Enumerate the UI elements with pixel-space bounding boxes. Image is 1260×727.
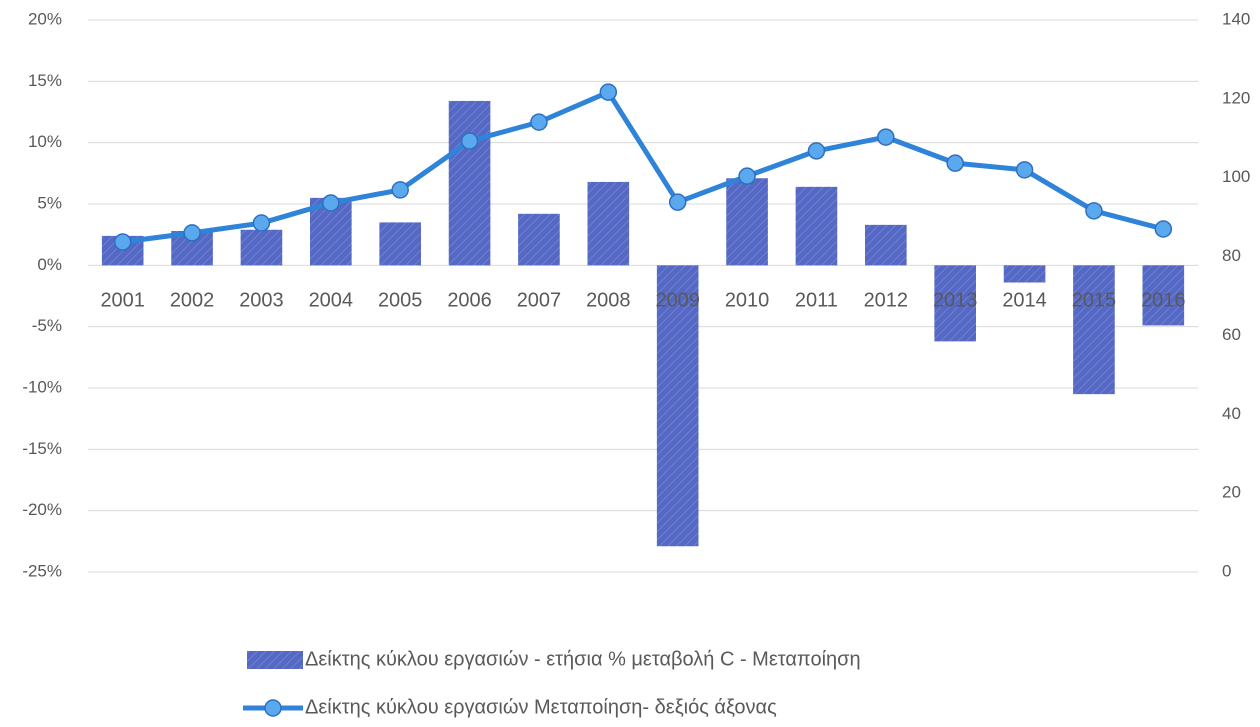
- y2-tick-label: 80: [1222, 246, 1241, 265]
- y-tick-label: -25%: [22, 561, 62, 580]
- y-tick-label: 0%: [37, 255, 62, 274]
- marker: [807, 142, 826, 160]
- marker: [877, 128, 895, 146]
- marker: [1154, 220, 1173, 238]
- x-tick-label: 2015: [1072, 290, 1117, 312]
- y-tick-label: 5%: [37, 193, 62, 212]
- y2-tick-label: 140: [1222, 9, 1250, 28]
- x-tick-label: 2007: [517, 290, 562, 312]
- bar: [448, 100, 491, 266]
- bar: [934, 265, 976, 342]
- bar: [656, 265, 699, 547]
- x-tick-label: 2004: [309, 290, 354, 312]
- x-tick-label: 2013: [933, 290, 978, 312]
- marker: [1015, 161, 1034, 179]
- marker: [530, 113, 548, 131]
- y-tick-label: 10%: [28, 132, 62, 151]
- marker: [322, 194, 340, 212]
- y2-tick-label: 60: [1222, 325, 1241, 344]
- bar: [726, 178, 768, 266]
- x-tick-label: 2014: [1002, 290, 1047, 312]
- bar: [795, 186, 838, 266]
- y2-tick-label: 120: [1222, 88, 1250, 107]
- marker: [113, 233, 132, 251]
- y-tick-label: 20%: [28, 9, 62, 28]
- marker: [252, 214, 271, 232]
- x-tick-label: 2001: [100, 290, 145, 312]
- legend-label: Δείκτης κύκλου εργασιών - ετήσια % μεταβ…: [305, 648, 861, 670]
- x-tick-label: 2010: [725, 290, 770, 312]
- y2-tick-label: 0: [1222, 561, 1231, 580]
- legend-swatch: [247, 651, 303, 669]
- marker: [183, 224, 201, 242]
- marker: [1085, 202, 1103, 220]
- marker: [460, 132, 479, 150]
- x-tick-label: 2012: [864, 290, 909, 312]
- x-tick-label: 2016: [1141, 290, 1186, 312]
- x-tick-label: 2008: [586, 290, 631, 312]
- marker: [391, 181, 409, 199]
- y-tick-label: -5%: [32, 316, 62, 335]
- bar: [865, 224, 907, 266]
- y2-tick-label: 20: [1222, 483, 1241, 502]
- y-tick-label: -15%: [22, 439, 62, 458]
- marker: [738, 167, 756, 185]
- legend-label: Δείκτης κύκλου εργασιών Μεταποίηση- δεξι…: [305, 696, 777, 718]
- y-tick-label: -20%: [22, 500, 62, 519]
- bar: [587, 181, 630, 266]
- y-tick-label: -10%: [22, 377, 62, 396]
- y-tick-label: 15%: [28, 71, 62, 90]
- x-tick-label: 2011: [795, 290, 838, 312]
- marker: [668, 193, 687, 211]
- x-tick-label: 2005: [378, 290, 423, 312]
- marker: [946, 154, 964, 172]
- bar: [1003, 265, 1046, 283]
- bar: [1073, 265, 1115, 395]
- x-tick-label: 2003: [239, 290, 284, 312]
- y2-tick-label: 40: [1222, 404, 1241, 423]
- x-tick-label: 2009: [655, 290, 700, 312]
- bar: [1142, 265, 1185, 326]
- bar: [240, 229, 283, 266]
- bar: [379, 222, 421, 266]
- marker: [599, 83, 618, 101]
- legend-marker: [264, 699, 282, 717]
- bar: [518, 213, 560, 266]
- x-tick-label: 2002: [170, 290, 215, 312]
- line: [122, 89, 1164, 245]
- y2-tick-label: 100: [1222, 167, 1250, 186]
- x-tick-label: 2006: [447, 290, 492, 312]
